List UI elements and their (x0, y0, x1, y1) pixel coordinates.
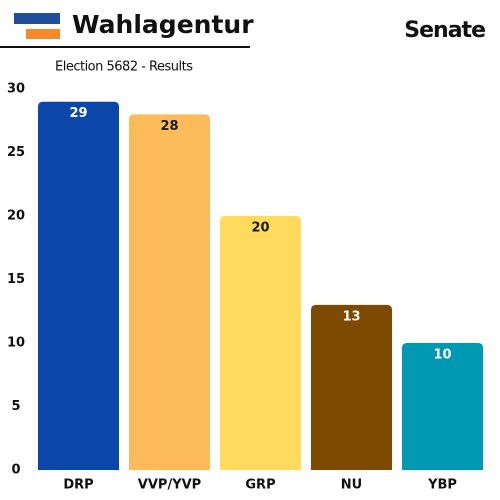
value-label: 29 (69, 106, 87, 121)
logo-bar-blue (14, 13, 60, 24)
bar (220, 216, 301, 470)
value-label: 20 (251, 221, 269, 236)
y-tick-label: 30 (7, 82, 25, 97)
bar (129, 114, 210, 471)
bar (311, 304, 392, 470)
y-tick-label: 25 (7, 145, 25, 160)
y-tick-label: 10 (7, 336, 25, 351)
x-tick-label: GRP (245, 478, 275, 493)
value-label: 28 (160, 119, 178, 134)
y-tick-label: 0 (11, 463, 20, 478)
chart-title: Election 5682 - Results (55, 60, 193, 75)
bar (38, 101, 119, 470)
logo-bar-orange (26, 29, 60, 39)
x-tick-label: NU (341, 478, 362, 493)
y-tick-label: 5 (11, 399, 20, 414)
x-tick-label: YBP (427, 478, 457, 493)
value-label: 13 (342, 309, 360, 324)
bar (402, 343, 483, 470)
brand: Wahlagentur (72, 10, 254, 39)
y-tick-label: 15 (7, 272, 25, 287)
x-tick-label: VVP/YVP (138, 478, 201, 493)
value-label: 10 (433, 348, 451, 363)
x-tick-label: DRP (63, 478, 93, 493)
chamber: Senate (404, 18, 485, 43)
y-tick-label: 20 (7, 209, 25, 224)
